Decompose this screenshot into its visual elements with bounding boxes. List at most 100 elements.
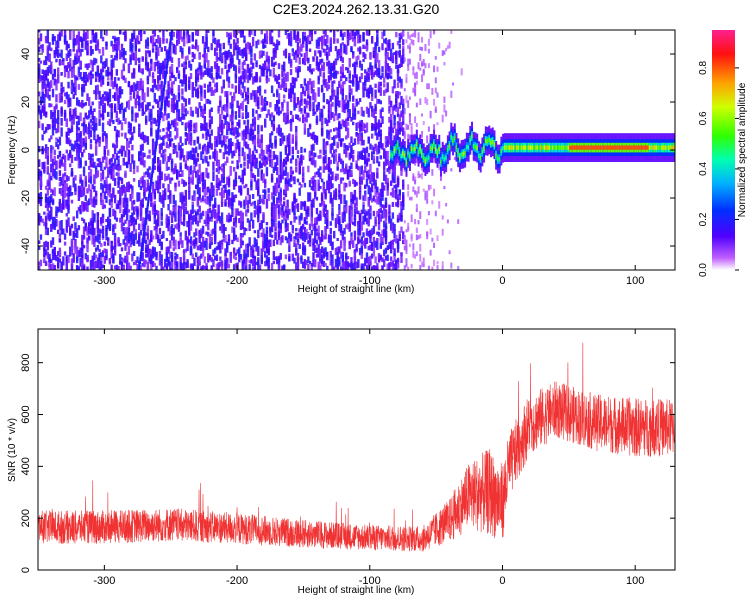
spectrogram-cell	[170, 138, 174, 142]
spectrogram-cell	[348, 32, 351, 41]
spectrogram-cell	[105, 69, 108, 77]
spectrogram-cell	[191, 82, 194, 90]
spectrogram-cell	[82, 83, 86, 93]
spectrogram-cell	[158, 257, 162, 266]
spectrogram-cell	[101, 156, 105, 163]
spectrogram-cell	[270, 85, 274, 94]
spectrogram-cell	[148, 51, 151, 56]
spectrogram-cell	[351, 263, 355, 270]
spectrogram-cell	[315, 196, 319, 201]
spectrogram-cell	[257, 234, 260, 239]
spectrogram-cell	[305, 205, 308, 211]
spectrogram-cell	[370, 96, 374, 101]
spectrogram-cell	[307, 213, 310, 217]
spectrogram-cell	[350, 148, 353, 158]
spectrogram-cell	[94, 139, 98, 144]
spectrogram-cell	[53, 252, 56, 261]
spectrogram-cell	[222, 42, 225, 50]
spectrogram-cell	[79, 48, 82, 57]
spectrogram-cell	[88, 63, 91, 68]
spectrogram-cell	[131, 72, 134, 79]
spectrogram-cell	[119, 50, 122, 60]
spectrogram-cell	[38, 220, 41, 226]
spectrogram-cell	[315, 216, 319, 225]
spectrogram-cell	[329, 195, 332, 204]
spectrogram-cell	[162, 60, 165, 66]
spectrogram-cell	[169, 49, 172, 59]
spectrogram-cell	[369, 234, 372, 244]
spectrogram-cell	[370, 242, 374, 251]
spectrogram-cell	[329, 143, 332, 154]
spectrogram-cell	[301, 242, 305, 251]
spectrogram-cell	[139, 230, 143, 236]
spectrogram-cell	[213, 247, 217, 254]
spectrogram-cell	[117, 40, 120, 51]
spectrogram-cell	[110, 168, 113, 179]
spectrogram-cell	[314, 30, 317, 35]
spectrogram-cell	[81, 37, 84, 47]
spectrogram-cell	[232, 127, 236, 136]
spectrogram-cell	[119, 91, 122, 99]
spectrogram-cell	[402, 231, 405, 240]
spectrogram-cell	[274, 78, 277, 82]
spectrogram-cell	[376, 122, 379, 130]
spectrogram-cell	[58, 234, 62, 243]
spectrogram-cell	[303, 31, 307, 36]
spectrogram-cell	[38, 30, 41, 33]
spectrogram-cell	[296, 65, 300, 72]
spectrogram-cell	[288, 88, 291, 98]
spectrogram-cell	[63, 172, 67, 177]
spectrogram-cell	[67, 70, 70, 79]
spectrogram-cell	[203, 155, 207, 162]
spectrogram-cell	[82, 75, 86, 83]
spectrogram-cell	[174, 224, 177, 229]
spectrogram-cell	[105, 42, 108, 47]
spectrogram-cell	[364, 165, 367, 173]
spectrogram-cell	[103, 241, 106, 246]
spectrogram-cell	[163, 45, 167, 52]
spectrogram-cell	[296, 31, 300, 42]
spectrogram-cell	[386, 263, 389, 270]
spectrogram-cell	[69, 97, 72, 107]
spectrogram-cell	[158, 129, 162, 133]
spectrogram-cell	[295, 135, 298, 146]
spectrogram-cell	[74, 140, 77, 149]
spectrogram-cell	[107, 97, 110, 106]
spectrogram-cell	[388, 109, 391, 114]
spectrogram-cell	[86, 74, 89, 79]
spectrogram-cell	[269, 142, 272, 148]
spectrogram-cell	[139, 102, 143, 109]
spectrogram-cell	[276, 127, 279, 134]
spectrogram-cell	[51, 88, 55, 98]
spectrogram-cell	[194, 76, 198, 82]
spectrogram-cell	[172, 93, 175, 103]
spectrogram-cell	[338, 261, 341, 267]
spectrogram-cell	[293, 77, 296, 86]
spectrogram-cell	[315, 171, 319, 175]
spectrogram-cell	[232, 30, 236, 38]
spectrogram-cell	[201, 183, 205, 193]
spectrogram-cell	[132, 178, 136, 182]
spectrogram-cell	[120, 216, 124, 223]
spectrogram-cell	[50, 145, 53, 154]
spectrogram-cell	[213, 197, 217, 208]
spectrogram-cell	[181, 95, 184, 100]
spectrogram-cell	[274, 162, 277, 171]
spectrogram-cell	[395, 161, 398, 166]
spectrogram-cell	[53, 78, 56, 86]
spectrogram-cell	[286, 172, 289, 177]
spectrogram-cell	[72, 144, 75, 152]
spectrogram-cell	[191, 263, 194, 270]
spectrogram-cell	[198, 255, 201, 266]
spectrogram-cell	[312, 198, 315, 208]
spectrogram-cell	[207, 46, 210, 53]
spectrogram-cell	[341, 259, 345, 268]
spectrogram-cell	[44, 36, 48, 44]
spectrogram-cell	[322, 184, 326, 194]
spectrogram-cell	[219, 256, 222, 261]
spectrogram-cell	[48, 214, 51, 222]
spectrogram-cell	[348, 240, 351, 250]
spectrogram-cell	[384, 136, 388, 141]
spectrogram-cell	[376, 145, 379, 153]
spectrogram-cell	[172, 168, 175, 175]
